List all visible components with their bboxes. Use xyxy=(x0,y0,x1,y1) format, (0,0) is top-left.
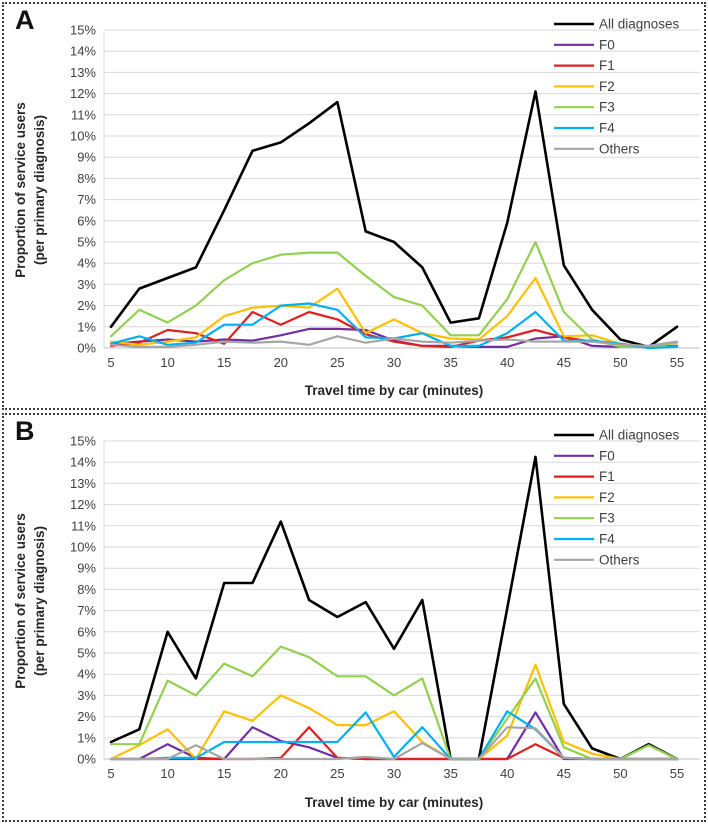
y-tick-label: 6% xyxy=(77,624,96,639)
x-tick-label: 20 xyxy=(274,766,288,781)
y-tick-label: 3% xyxy=(77,688,96,703)
y-tick-label: 15% xyxy=(70,23,96,38)
series-line-all-diagnoses xyxy=(109,455,679,761)
y-tick-label: 5% xyxy=(77,235,96,250)
y-tick-label: 11% xyxy=(71,107,96,122)
y-tick-label: 4% xyxy=(77,667,96,682)
y-tick-label: 13% xyxy=(70,476,96,491)
panel-a-chart: 0% 1% 2% 3% 4% 5% 6% 7% 8% 9% 10% 11% 12% 13% 14% 15% 5 1… xyxy=(13,17,700,398)
x-tick-label: 45 xyxy=(557,766,571,781)
panel-a-y-axis-title-line2: (per primary diagnosis) xyxy=(32,115,47,265)
legend-label-f2: F2 xyxy=(599,490,615,505)
legend-label-f0: F0 xyxy=(599,448,615,463)
y-tick-label: 8% xyxy=(77,171,96,186)
y-tick-label: 9% xyxy=(77,150,96,165)
series-line-others xyxy=(109,726,679,761)
x-tick-label: 35 xyxy=(443,766,457,781)
y-tick-label: 3% xyxy=(77,277,96,292)
panel-b-y-axis-title-line1: Proportion of service users xyxy=(13,513,28,689)
y-tick-label: 11% xyxy=(71,518,96,533)
legend-label-all-diagnoses: All diagnoses xyxy=(599,428,680,443)
x-tick-label: 50 xyxy=(613,355,627,370)
y-tick-label: 0% xyxy=(77,752,96,767)
panel-b-x-axis-title: Travel time by car (minutes) xyxy=(305,795,484,810)
y-tick-label: 12% xyxy=(70,497,96,512)
y-tick-label: 5% xyxy=(77,646,96,661)
y-tick-label: 9% xyxy=(77,561,96,576)
x-tick-label: 25 xyxy=(330,766,344,781)
y-tick-label: 4% xyxy=(77,256,96,271)
y-tick-label: 6% xyxy=(77,213,96,228)
series-line-f2 xyxy=(109,276,679,348)
y-tick-label: 0% xyxy=(77,341,96,356)
panel-b-y-axis-title-line2: (per primary diagnosis) xyxy=(32,526,47,676)
legend-label-f1: F1 xyxy=(599,469,615,484)
panel-a-label: A xyxy=(15,5,35,35)
panel-b: B 0% 1% 2% 3% 4% 5% 6% 7% 8% 9% 10% 11% 12% 13% 14% 15%… xyxy=(2,413,706,822)
legend-label-others: Others xyxy=(599,141,640,156)
legend-label-others: Others xyxy=(599,552,640,567)
legend-label-f1: F1 xyxy=(599,58,615,73)
y-tick-label: 2% xyxy=(77,709,96,724)
panel-b-chart: 0% 1% 2% 3% 4% 5% 6% 7% 8% 9% 10% 11% 12% 13% 14% 15% 5 1… xyxy=(13,428,700,810)
legend-label-f0: F0 xyxy=(599,37,615,52)
y-tick-label: 7% xyxy=(77,603,96,618)
series-line-f2 xyxy=(109,663,679,761)
legend-label-f3: F3 xyxy=(599,511,615,526)
panel-a-x-axis-title: Travel time by car (minutes) xyxy=(305,383,484,398)
x-tick-label: 55 xyxy=(670,355,684,370)
y-tick-label: 8% xyxy=(77,582,96,597)
x-tick-label: 10 xyxy=(160,355,174,370)
y-tick-label: 15% xyxy=(70,434,96,449)
y-tick-label: 1% xyxy=(77,730,96,745)
x-tick-label: 15 xyxy=(217,766,231,781)
y-tick-label: 1% xyxy=(77,319,96,334)
x-tick-label: 25 xyxy=(330,355,344,370)
x-tick-label: 50 xyxy=(613,766,627,781)
y-tick-label: 14% xyxy=(70,455,96,470)
legend-label-all-diagnoses: All diagnoses xyxy=(599,17,680,32)
x-tick-label: 5 xyxy=(107,355,114,370)
legend-label-f4: F4 xyxy=(599,121,615,136)
legend-label-f2: F2 xyxy=(599,79,615,94)
panel-b-plot-layer: 0% 1% 2% 3% 4% 5% 6% 7% 8% 9% 10% 11% 12% 13% 14% 15% 5 1… xyxy=(70,428,700,781)
x-tick-label: 40 xyxy=(500,355,514,370)
y-tick-label: 12% xyxy=(70,86,96,101)
series-line-f3 xyxy=(109,240,679,348)
y-tick-label: 10% xyxy=(70,129,96,144)
panel-b-label: B xyxy=(15,416,35,446)
series-line-all-diagnoses xyxy=(109,90,679,349)
y-tick-label: 2% xyxy=(77,298,96,313)
y-tick-label: 7% xyxy=(77,192,96,207)
series-line-f0 xyxy=(109,711,679,761)
x-tick-label: 40 xyxy=(500,766,514,781)
legend-label-f3: F3 xyxy=(599,100,615,115)
legend-label-f4: F4 xyxy=(599,532,615,547)
x-tick-label: 30 xyxy=(387,355,401,370)
x-tick-label: 15 xyxy=(217,355,231,370)
x-tick-label: 45 xyxy=(557,355,571,370)
y-tick-label: 14% xyxy=(70,44,96,59)
x-tick-label: 55 xyxy=(670,766,684,781)
panel-a-plot-layer: 0% 1% 2% 3% 4% 5% 6% 7% 8% 9% 10% 11% 12% 13% 14% 15% 5 1… xyxy=(70,17,700,370)
series-line-f4 xyxy=(109,710,679,761)
series-line-f3 xyxy=(109,645,679,761)
x-tick-label: 5 xyxy=(107,766,114,781)
series-line-others xyxy=(109,335,679,348)
x-tick-label: 10 xyxy=(160,766,174,781)
x-tick-label: 20 xyxy=(274,355,288,370)
x-tick-label: 30 xyxy=(387,766,401,781)
x-tick-label: 35 xyxy=(443,355,457,370)
panel-a: A 0% 1% 2% 3% 4% 5% 6% 7% 8% 9% 10% 11% 12% 13% 14% 15%… xyxy=(2,2,706,410)
panel-a-y-axis-title-line1: Proportion of service users xyxy=(13,102,28,278)
y-tick-label: 10% xyxy=(70,540,96,555)
y-tick-label: 13% xyxy=(70,65,96,80)
